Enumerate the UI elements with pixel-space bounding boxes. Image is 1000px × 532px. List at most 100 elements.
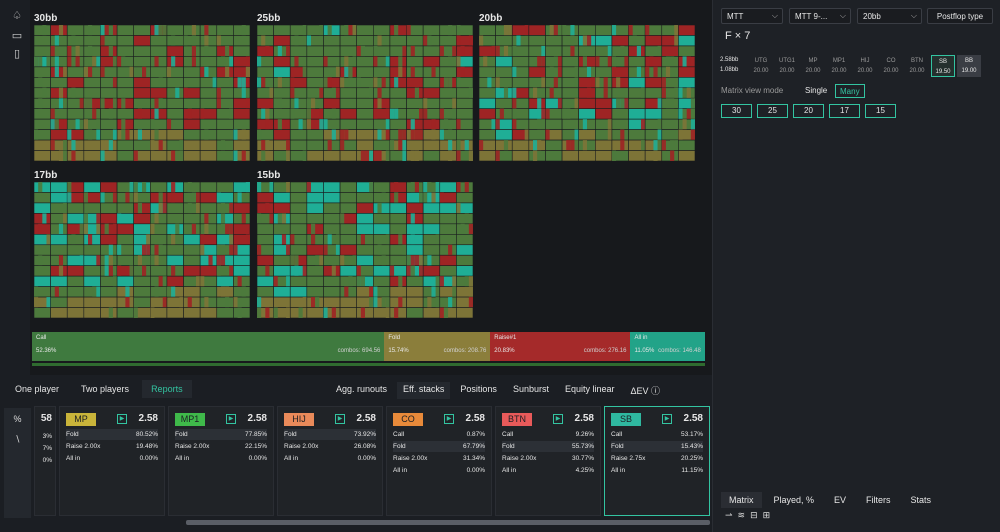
tab-sunburst[interactable]: Sunburst (512, 384, 549, 394)
matrix-streak (369, 150, 374, 161)
stack-button[interactable]: 20 (793, 104, 824, 118)
play-icon[interactable]: ▶ (117, 414, 127, 424)
stack-dropdown[interactable]: 20bb ⌵ (857, 8, 922, 24)
tab-played[interactable]: Played, % (773, 495, 815, 505)
chips-icon[interactable]: ≋ (737, 510, 751, 520)
postflop-type-button[interactable]: Postflop type (927, 8, 993, 24)
hand-matrix[interactable] (257, 182, 473, 318)
matrix-streak (302, 297, 307, 308)
matrix-streak (229, 202, 234, 214)
matrix-streak (261, 108, 266, 120)
matrix-streak (83, 98, 88, 109)
matrix-streak (237, 192, 242, 203)
position-utg[interactable]: UTG 20.00 (753, 58, 769, 74)
matrix-streak (398, 66, 403, 78)
play-icon[interactable]: ▶ (335, 414, 345, 424)
stack-button[interactable]: 30 (721, 104, 752, 118)
play-icon[interactable]: ▶ (662, 414, 672, 424)
position-utg1[interactable]: UTG1 20.00 (778, 58, 795, 74)
matrix-streak (398, 129, 403, 141)
position-card[interactable]: CO ▶ 2.58 Call 0.87% Fold 67.79% Raise 2.00x 31.… (386, 406, 492, 516)
hand-matrix[interactable] (479, 25, 695, 161)
matrix-streak (557, 66, 563, 78)
matrix-cell (166, 129, 184, 141)
table-dropdown[interactable]: MTT 9-... ⌵ (789, 8, 851, 24)
tab-matrix[interactable]: Matrix (721, 492, 762, 508)
position-mp1[interactable]: MP1 20.00 (831, 58, 847, 74)
matrix-streak (237, 307, 242, 318)
stack-button[interactable]: 15 (865, 104, 896, 118)
matrix-cell (199, 150, 218, 161)
matrix-streak (311, 234, 316, 245)
matrix-streak (204, 35, 209, 46)
play-icon[interactable]: ▶ (553, 414, 563, 424)
tab-reports[interactable]: Reports (142, 380, 192, 398)
matrix-streak (245, 182, 250, 193)
monitor-icon[interactable]: ▭ (11, 30, 23, 42)
card-icon[interactable]: ▯ (13, 48, 21, 60)
matrix-cell (422, 25, 441, 36)
matrix-cell (339, 244, 357, 256)
position-sb[interactable]: SB 19.50 (931, 55, 955, 77)
matrix-area: 30bb 25bb 20bb 17bb 15bb Call 52.36% combo… (30, 0, 712, 375)
matrix-cell (306, 234, 324, 246)
summary-allin[interactable]: All in 11.05% combos: 146.48 (630, 332, 705, 361)
matrix-streak (479, 35, 484, 46)
matrix-streak (674, 25, 679, 36)
matrix-streak (356, 77, 361, 88)
position-co[interactable]: CO 20.00 (883, 58, 899, 74)
position-bb[interactable]: BB 19.00 (957, 55, 981, 77)
position-mp[interactable]: MP 20.00 (805, 58, 821, 74)
matrix-streak (187, 297, 192, 308)
matrix-streak (265, 45, 270, 57)
tab-filters[interactable]: Filters (866, 495, 891, 505)
hand-matrix[interactable] (34, 25, 250, 161)
matrix-streak (323, 119, 328, 130)
position-card[interactable]: HIJ ▶ 2.58 Fold 73.92% Raise 2.00x 26.08% All i… (277, 406, 383, 516)
play-icon[interactable]: ▶ (444, 414, 454, 424)
tab-equity-linear[interactable]: Equity linear (564, 384, 615, 394)
matrix-cell (116, 108, 134, 120)
matrix-streak (71, 234, 76, 245)
tab-agg-runouts[interactable]: Agg. runouts (336, 384, 388, 394)
matrix-cell (289, 223, 308, 235)
view-many-button[interactable]: Many (835, 84, 865, 98)
tab-positions[interactable]: Positions (460, 384, 497, 394)
percent-toggle[interactable]: % (13, 414, 22, 424)
matrix-streak (377, 87, 382, 99)
summary-raise[interactable]: Raise#1 20.83% combos: 276.16 (490, 332, 631, 361)
matrix-cell (199, 192, 218, 204)
position-btn[interactable]: BTN 20.00 (909, 58, 925, 74)
tab-delta-ev[interactable]: ΔEV ⓘ (630, 386, 661, 396)
stack-button[interactable]: 17 (829, 104, 860, 118)
tab-one-player[interactable]: One player (15, 384, 60, 394)
summary-fold[interactable]: Fold 15.74% combos: 208.76 (384, 332, 491, 361)
play-icon[interactable]: ▶ (226, 414, 236, 424)
stack-button[interactable]: 25 (757, 104, 788, 118)
hand-matrix[interactable] (257, 25, 473, 161)
tab-stats[interactable]: Stats (910, 495, 932, 505)
position-card[interactable]: BTN ▶ 2.58 Call 9.26% Fold 55.73% Raise 2.00x 30… (495, 406, 601, 516)
hand-matrix[interactable] (34, 182, 250, 318)
hide-toggle[interactable]: ∖ (14, 434, 21, 444)
matrix-streak (166, 66, 172, 78)
matrix-streak (323, 77, 328, 88)
tab-eff-stacks[interactable]: Eff. stacks (397, 382, 451, 399)
position-card[interactable]: SB ▶ 2.58 Call 53.17% Fold 15.43% Raise 2.75x 20… (604, 406, 710, 516)
position-card[interactable]: MP ▶ 2.58 Fold 80.52% Raise 2.00x 19.48% All in… (59, 406, 165, 516)
format-dropdown[interactable]: MTT ⌵ (721, 8, 783, 24)
grid-icon[interactable]: ⊞ (762, 510, 776, 520)
horizontal-scrollbar[interactable] (186, 520, 710, 525)
layout-icon[interactable]: ⊟ (750, 510, 763, 520)
tab-two-players[interactable]: Two players (81, 384, 130, 394)
view-single-button[interactable]: Single (805, 86, 828, 95)
summary-call[interactable]: Call 52.36% combos: 694.56 (32, 332, 385, 361)
tab-ev[interactable]: EV (834, 495, 847, 505)
matrix-streak (541, 45, 546, 57)
matrix-cell (545, 45, 563, 57)
arrow-icon[interactable]: ⇀ (725, 510, 738, 520)
spade-icon[interactable]: ♤ (12, 10, 22, 22)
matrix-cell (356, 25, 374, 36)
position-card[interactable]: MP1 ▶ 2.58 Fold 77.85% Raise 2.00x 22.15% All i… (168, 406, 274, 516)
position-hij[interactable]: HIJ 20.00 (857, 58, 873, 74)
